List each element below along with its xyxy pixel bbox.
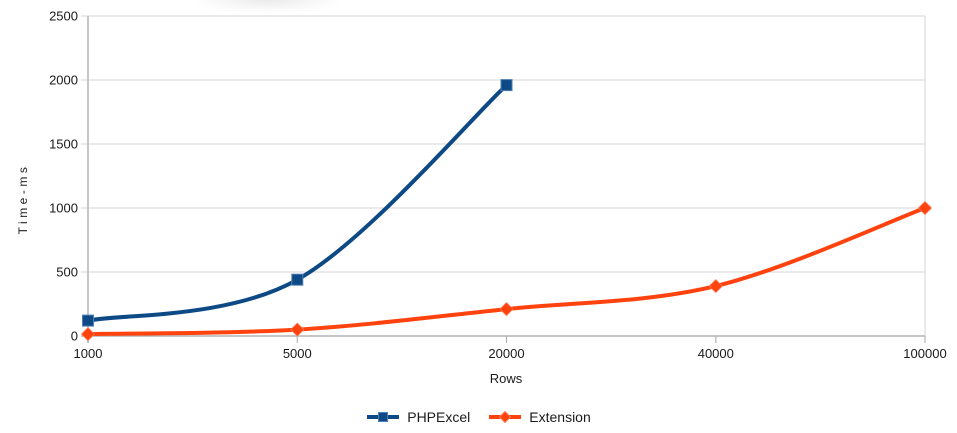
y-tick-label: 500	[56, 265, 78, 280]
y-tick-label: 2500	[49, 9, 78, 24]
marker-square-phpexcel	[82, 314, 94, 327]
series-line-phpexcel	[86, 83, 509, 323]
marker-square-phpexcel	[291, 273, 304, 286]
legend-item-extension: Extension	[488, 409, 591, 425]
x-tick-label: 40000	[698, 346, 734, 361]
y-tick-label: 1500	[49, 137, 78, 152]
legend-item-phpexcel: PHPExcel	[366, 410, 470, 424]
y-axis-title: Time-ms	[16, 163, 30, 235]
y-tick-label: 1000	[49, 201, 78, 216]
legend: PHPExcel Extension	[0, 406, 957, 428]
x-tick-label: 5000	[283, 346, 312, 361]
legend-label: Extension	[529, 409, 591, 425]
y-tick-label: 0	[71, 329, 78, 344]
legend-swatch-square	[367, 412, 400, 422]
x-axis-title: Rows	[489, 371, 523, 386]
marker-diamond-extension	[917, 200, 933, 216]
x-tick-label: 1000	[74, 346, 103, 361]
marker-diamond-extension	[499, 302, 514, 317]
x-tick-label: 20000	[488, 346, 524, 361]
marker-diamond-extension	[80, 327, 96, 342]
x-tick-label: 100000	[903, 346, 946, 361]
legend-swatch-diamond	[489, 410, 522, 424]
marker-square-phpexcel	[500, 79, 513, 92]
marker-diamond-extension	[708, 279, 723, 294]
y-tick-label: 2000	[49, 73, 78, 88]
marker-diamond-extension	[290, 322, 305, 337]
legend-label: PHPExcel	[407, 409, 471, 425]
